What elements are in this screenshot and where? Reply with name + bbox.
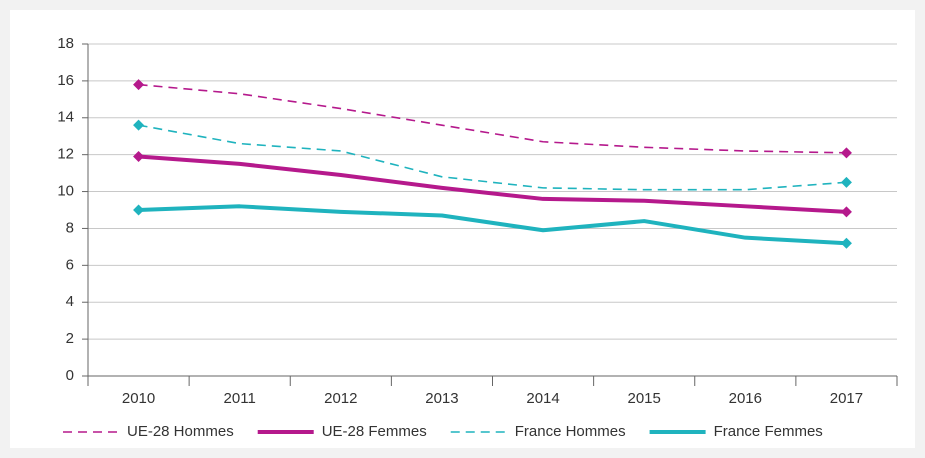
end-marker: [840, 237, 852, 249]
end-marker: [133, 79, 145, 91]
x-tick-label: 2010: [122, 390, 155, 407]
legend-label: France Hommes: [515, 423, 626, 440]
legend-label: UE-28 Femmes: [322, 423, 427, 440]
y-tick-label: 12: [57, 146, 74, 163]
y-tick-label: 6: [66, 256, 74, 273]
y-tick-label: 10: [57, 183, 74, 200]
y-tick-label: 8: [66, 219, 74, 236]
y-tick-label: 2: [66, 330, 74, 347]
x-tick-label: 2016: [729, 390, 762, 407]
x-tick-label: 2011: [224, 390, 256, 407]
y-tick-label: 14: [57, 109, 74, 126]
chart-background: [10, 10, 915, 448]
x-tick-label: 2013: [425, 390, 458, 407]
end-marker: [133, 204, 145, 216]
y-tick-label: 16: [57, 72, 74, 89]
end-marker: [133, 119, 145, 131]
x-tick-label: 2012: [324, 390, 357, 407]
end-marker: [840, 206, 852, 218]
end-marker: [840, 176, 852, 188]
series-line: [138, 204, 847, 246]
legend-label: France Femmes: [714, 423, 823, 440]
end-marker: [133, 151, 145, 163]
y-tick-label: 4: [66, 293, 74, 310]
end-marker: [840, 147, 852, 159]
legend-label: UE-28 Hommes: [127, 423, 234, 440]
x-tick-label: 2014: [526, 390, 559, 407]
x-tick-label: 2015: [628, 390, 661, 407]
y-tick-label: 0: [66, 367, 74, 384]
x-tick-label: 2017: [830, 390, 863, 407]
series-line: [138, 154, 847, 214]
y-tick-label: 18: [57, 35, 74, 52]
